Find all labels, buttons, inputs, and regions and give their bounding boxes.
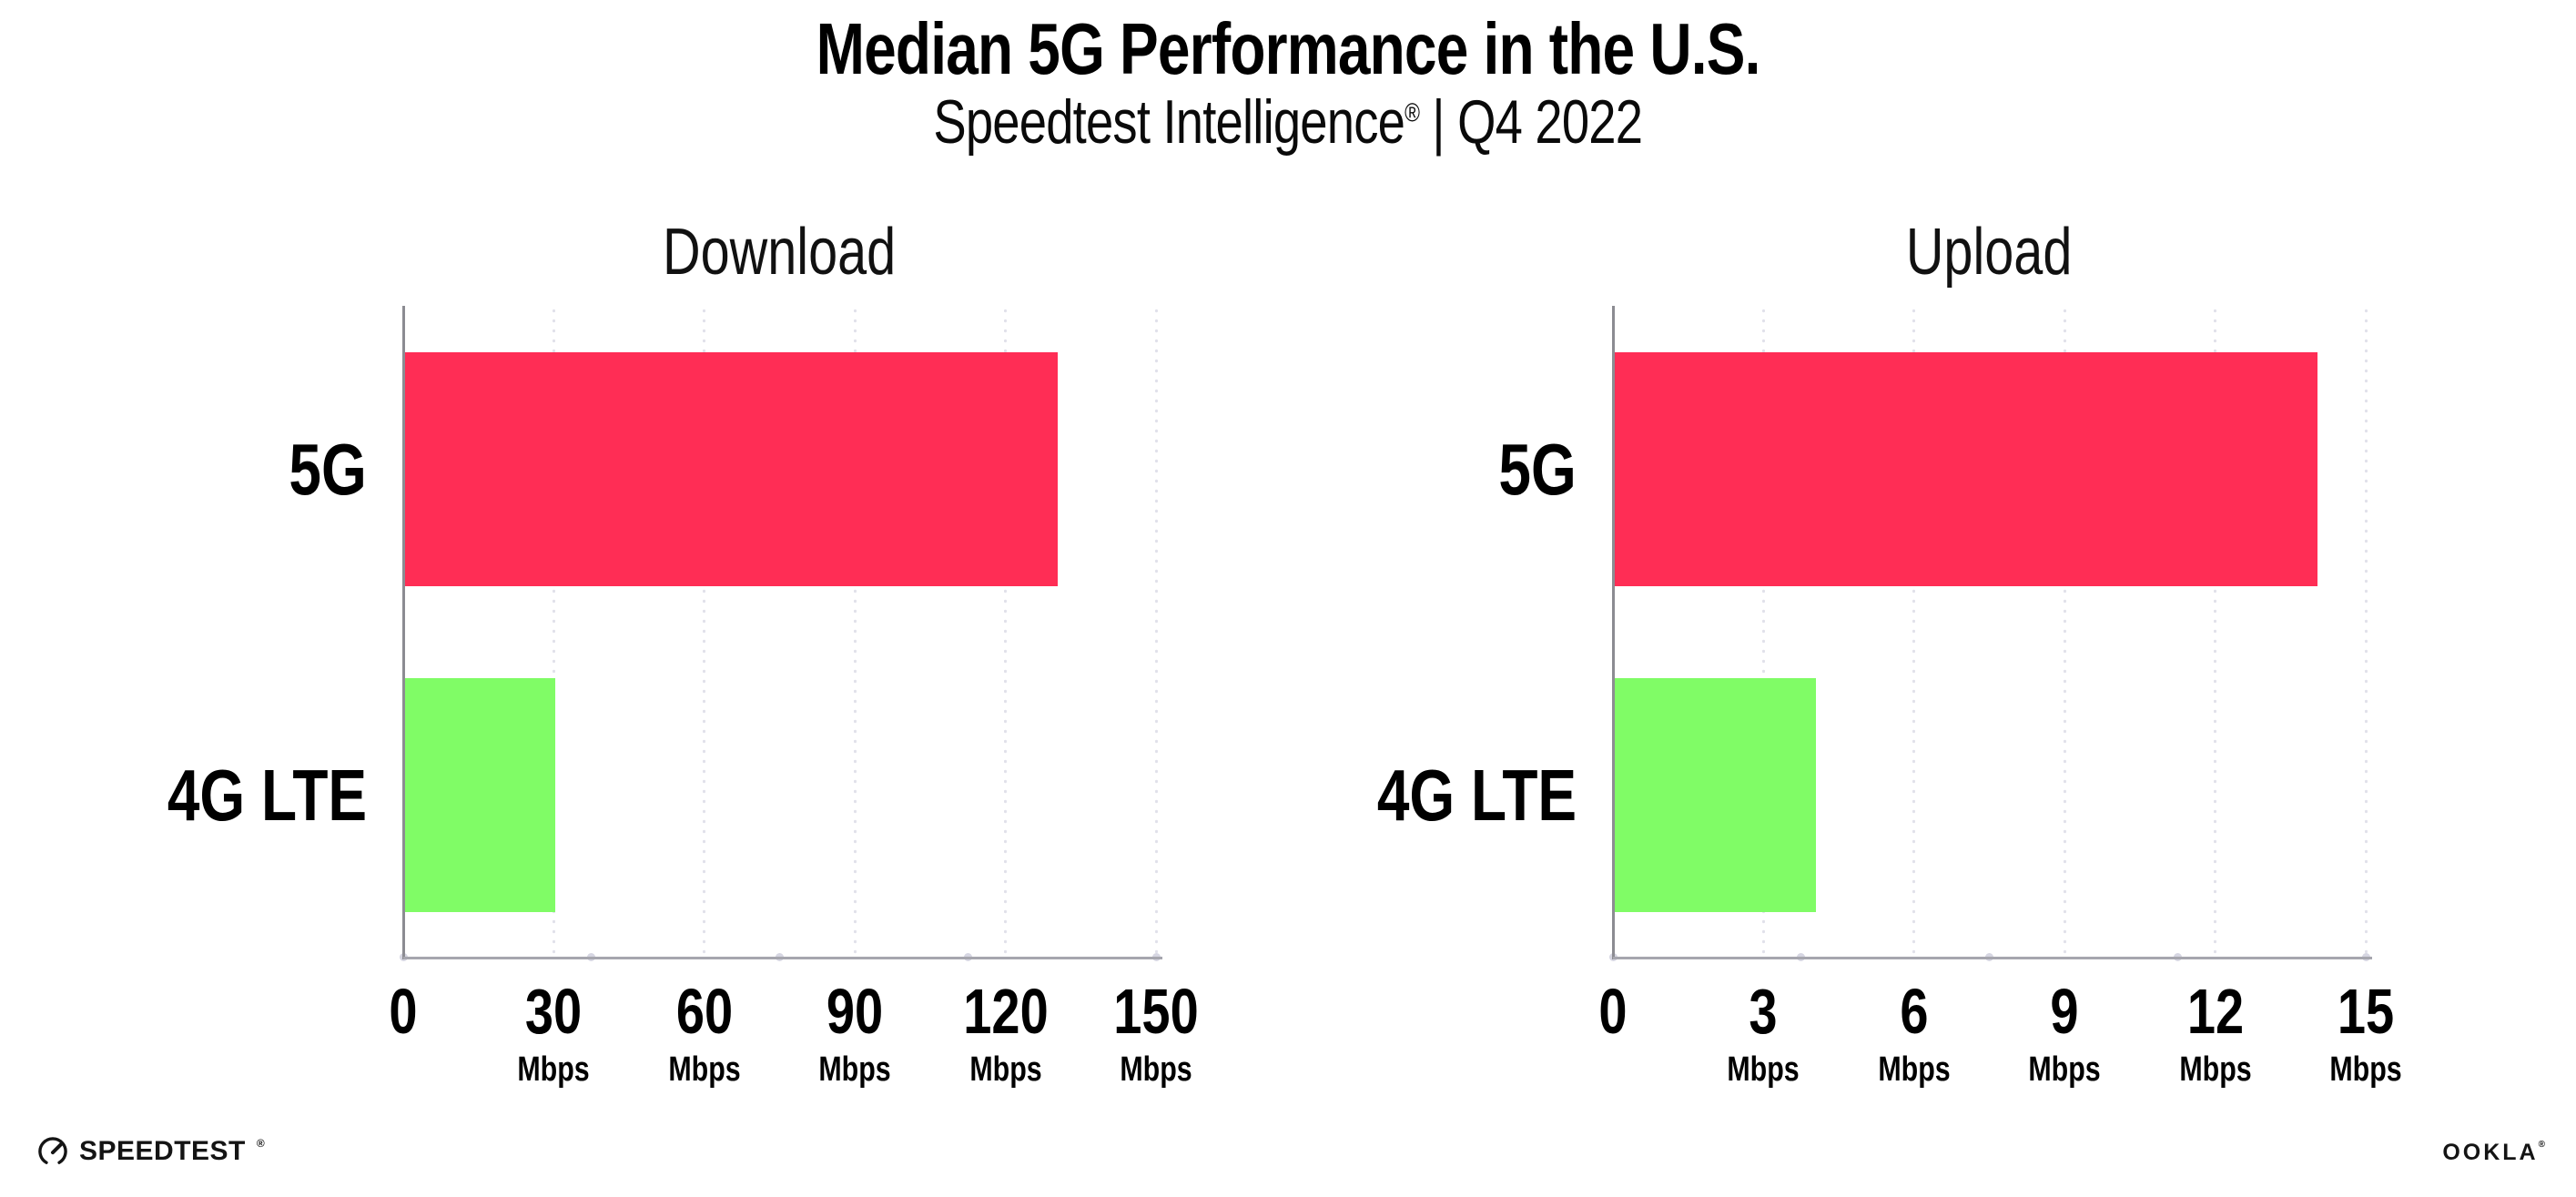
ookla-logo: OOKLA ® — [2442, 1140, 2545, 1165]
upload-x-axis-line — [1613, 957, 2372, 959]
x-tick-label: 60 — [669, 979, 740, 1043]
gridline — [2214, 306, 2217, 956]
gridline — [1154, 306, 1158, 956]
x-tick-value: 0 — [1598, 976, 1628, 1047]
x-tick-unit: Mbps — [960, 1052, 1050, 1087]
x-tick-value: 30 — [525, 976, 583, 1047]
x-tick-label: 120 — [952, 979, 1059, 1043]
x-tick-unit: Mbps — [2020, 1052, 2110, 1087]
x-tick-unit: Mbps — [810, 1052, 900, 1087]
x-tick-unit: Mbps — [2320, 1052, 2410, 1087]
x-tick-unit-text: Mbps — [1120, 1050, 1192, 1089]
page-title: Median 5G Performance in the U.S. — [0, 11, 2576, 87]
gridline — [2364, 306, 2368, 956]
gridline — [1912, 306, 1916, 956]
x-tick-unit-text: Mbps — [1878, 1050, 1951, 1089]
category-label-text: 4G LTE — [167, 755, 367, 836]
x-tick-unit-text: Mbps — [1727, 1050, 1800, 1089]
x-tick-value: 60 — [675, 976, 733, 1047]
bar-5g — [1615, 352, 2317, 586]
speedtest-gauge-icon — [38, 1137, 67, 1164]
x-tick-unit: Mbps — [509, 1052, 599, 1087]
x-tick-unit: Mbps — [1869, 1052, 1959, 1087]
x-tick-label: 90 — [819, 979, 890, 1043]
category-label-text: 5G — [289, 429, 367, 510]
subtitle-period: | Q4 2022 — [1419, 87, 1644, 157]
x-tick-label: 12 — [2180, 979, 2251, 1043]
x-tick-unit-text: Mbps — [517, 1050, 591, 1089]
x-tick-value: 9 — [2050, 976, 2079, 1047]
gridline — [552, 306, 555, 956]
x-tick-unit: Mbps — [1719, 1052, 1809, 1087]
download-chart-panel: Download 0 30 Mbps 60 Mbps 90 Mbps 120 Mbps 150 Mb… — [167, 219, 1199, 1087]
x-tick-label: 0 — [1596, 979, 1631, 1043]
x-tick-unit: Mbps — [659, 1052, 749, 1087]
gridline — [853, 306, 857, 956]
x-tick-value: 12 — [2186, 976, 2244, 1047]
category-label-text: 4G LTE — [1376, 755, 1577, 836]
x-tick-value: 15 — [2337, 976, 2395, 1047]
upload-chart-title: Upload — [1906, 216, 2073, 289]
ookla-logo-text: OOKLA — [2442, 1140, 2539, 1165]
category-label-4g-lte: 4G LTE — [1274, 759, 1577, 832]
x-tick-unit-text: Mbps — [2028, 1050, 2101, 1089]
x-tick-unit-text: Mbps — [2329, 1050, 2402, 1089]
bar-5g — [405, 352, 1058, 586]
x-tick-unit-text: Mbps — [969, 1050, 1042, 1089]
category-label-5g: 5G — [1274, 433, 1577, 506]
x-tick-unit-text: Mbps — [668, 1050, 741, 1089]
page-title-text: Median 5G Performance in the U.S. — [816, 8, 1761, 89]
speedtest-logo-text: SPEEDTEST — [79, 1136, 246, 1166]
gridline — [703, 306, 706, 956]
gridline — [1004, 306, 1008, 956]
x-tick-value: 120 — [962, 976, 1049, 1047]
x-tick-label: 9 — [2047, 979, 2083, 1043]
gridline — [1761, 306, 1765, 956]
speedtest-registered-mark: ® — [256, 1137, 265, 1150]
download-x-axis-line — [403, 957, 1162, 959]
gridline — [2063, 306, 2066, 956]
download-y-axis-line — [402, 306, 405, 959]
x-tick-label: 150 — [1103, 979, 1210, 1043]
upload-chart-panel: Upload 0 3 Mbps 6 Mbps 9 Mbps 12 Mbps 15 Mbps 5G 4G… — [1377, 219, 2402, 1087]
page-subtitle: Speedtest Intelligence® | Q4 2022 — [0, 87, 2576, 157]
x-tick-unit-text: Mbps — [2178, 1050, 2252, 1089]
x-tick-unit: Mbps — [2170, 1052, 2260, 1087]
x-tick-value: 150 — [1113, 976, 1199, 1047]
x-tick-label: 3 — [1746, 979, 1781, 1043]
x-tick-unit-text: Mbps — [818, 1050, 891, 1089]
speedtest-logo: SPEEDTEST ® — [36, 1135, 265, 1168]
upload-y-axis-line — [1612, 306, 1615, 959]
x-tick-value: 0 — [389, 976, 418, 1047]
category-label-text: 5G — [1498, 429, 1577, 510]
ookla-registered-mark: ® — [2538, 1140, 2545, 1150]
subtitle-brand: Speedtest Intelligence — [933, 87, 1406, 157]
category-label-5g: 5G — [65, 433, 367, 506]
x-tick-unit: Mbps — [1111, 1052, 1201, 1087]
category-label-4g-lte: 4G LTE — [65, 759, 367, 832]
x-tick-value: 90 — [827, 976, 884, 1047]
x-tick-value: 3 — [1749, 976, 1778, 1047]
x-tick-value: 6 — [1900, 976, 1929, 1047]
registered-mark-icon: ® — [1405, 98, 1420, 128]
x-tick-label: 6 — [1896, 979, 1932, 1043]
x-tick-label: 15 — [2330, 979, 2401, 1043]
x-tick-label: 0 — [386, 979, 421, 1043]
bar-4g-lte — [405, 678, 556, 912]
bar-4g-lte — [1615, 678, 1816, 912]
page-subtitle-text: Speedtest Intelligence® | Q4 2022 — [933, 87, 1644, 157]
x-tick-label: 30 — [518, 979, 589, 1043]
download-chart-title: Download — [663, 216, 897, 289]
